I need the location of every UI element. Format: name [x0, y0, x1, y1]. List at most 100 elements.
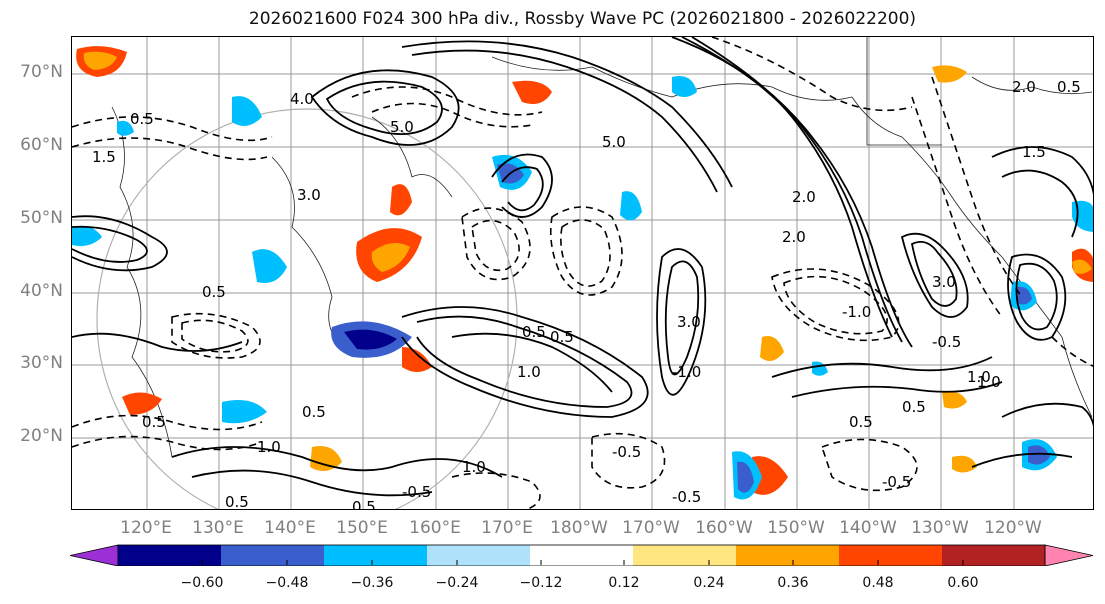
- contour-label: 1.0: [977, 373, 1001, 391]
- contour-label: -0.5: [402, 483, 431, 501]
- lon-label-140w: 140°W: [839, 518, 897, 538]
- shade-pos-7: [932, 65, 967, 83]
- contour-label: 5.0: [390, 118, 414, 136]
- contour-label: 1.0: [967, 368, 991, 386]
- contour-label: 0.5: [142, 413, 166, 431]
- contour-label: 0.5: [352, 498, 376, 510]
- lat-label-70n: 70°N: [20, 62, 63, 82]
- lon-label-170e: 170°E: [481, 518, 533, 538]
- lon-label-170w: 170°W: [622, 518, 680, 538]
- contour-label: 2.0: [1012, 78, 1036, 96]
- contour-label: 3.0: [677, 313, 701, 331]
- chart-title: 2026021600 F024 300 hPa div., Rossby Wav…: [248, 9, 917, 29]
- contour-label: 2.0: [782, 228, 806, 246]
- shade-neg-13: [1028, 445, 1050, 465]
- lon-label-150e: 150°E: [336, 518, 388, 538]
- contour-label: 0.5: [302, 403, 326, 421]
- colorbar-segment: [427, 545, 531, 566]
- shade-pos-6: [512, 80, 552, 105]
- colorbar-segments: [70, 544, 1094, 566]
- lat-label-60n: 60°N: [20, 135, 63, 155]
- contour-label: 0.5: [902, 398, 926, 416]
- shade-pos-15: [942, 391, 967, 409]
- contour-label: -1.0: [842, 303, 871, 321]
- colorbar-label: −0.12: [519, 575, 563, 591]
- lon-label-140e: 140°E: [264, 518, 316, 538]
- shade-neg-18: [812, 361, 828, 376]
- contour-label: 3.0: [932, 273, 956, 291]
- shade-neg-7: [672, 76, 697, 97]
- colorbar-segment: [942, 545, 1046, 566]
- contour-labels: 4.0 5.0 5.0 3.0 2.0 2.0 1.5 0.5 0.5 0.5 …: [92, 78, 1081, 510]
- colorbar-label: 0.12: [608, 575, 640, 591]
- colorbar-segment: [839, 545, 943, 566]
- lon-label-160e: 160°E: [409, 518, 461, 538]
- shade-pos-11: [402, 347, 432, 372]
- shade-pos-8: [760, 336, 784, 361]
- shade-pos-16: [952, 455, 977, 473]
- colorbar-frame: [117, 544, 1046, 566]
- contour-label: 0.5: [202, 283, 226, 301]
- contour-label: 1.0: [462, 458, 486, 476]
- lat-label-50n: 50°N: [20, 208, 63, 228]
- contour-label: -0.5: [612, 443, 641, 461]
- lon-label-120w: 120°W: [984, 518, 1042, 538]
- shade-pos-5: [390, 184, 412, 216]
- lat-label-20n: 20°N: [20, 426, 63, 446]
- colorbar-ticks: [201, 560, 964, 565]
- contour-label: 0.5: [849, 413, 873, 431]
- contour-label: 0.5: [130, 110, 154, 128]
- contour-label: 1.5: [92, 148, 116, 166]
- contour-label: -0.5: [672, 488, 701, 506]
- shade-pos-9: [122, 392, 162, 415]
- colorbar-label: −0.48: [265, 575, 309, 591]
- colorbar-label: −0.24: [435, 575, 479, 591]
- contour-label: -0.5: [882, 473, 911, 491]
- colorbar-label: −0.60: [180, 575, 224, 591]
- contour-label: 4.0: [290, 90, 314, 108]
- colorbar-extend-high: [1044, 544, 1094, 566]
- shade-pos-14: [1072, 259, 1092, 274]
- contour-label: 1.5: [1022, 143, 1046, 161]
- colorbar-label: 0.60: [947, 575, 979, 591]
- colorbar-extend-low: [70, 544, 119, 566]
- contour-label: 0.5: [225, 493, 249, 510]
- lon-label-130e: 130°E: [192, 518, 244, 538]
- shade-neg-11: [1016, 286, 1032, 305]
- shade-neg-14: [72, 225, 102, 246]
- contour-label: 0.5: [1057, 78, 1081, 96]
- shade-pos-10: [310, 446, 342, 471]
- colorbar-label: −0.36: [350, 575, 394, 591]
- contour-label: 5.0: [602, 133, 626, 151]
- contour-label: 3.0: [297, 186, 321, 204]
- map-panel: 4.0 5.0 5.0 3.0 2.0 2.0 1.5 0.5 0.5 0.5 …: [71, 36, 1094, 510]
- lon-label-120e: 120°E: [120, 518, 172, 538]
- colorbar-segment: [324, 545, 428, 566]
- region-circle: [96, 108, 518, 509]
- lon-label-150w: 150°W: [767, 518, 825, 538]
- shade-pos-12: [752, 456, 788, 495]
- contour-label: 1.0: [257, 438, 281, 456]
- colorbar-segment: [221, 545, 325, 566]
- colorbar-label: 0.24: [693, 575, 725, 591]
- shade-neg-2: [344, 329, 397, 350]
- colorbar-label: 0.36: [777, 575, 809, 591]
- lon-label-180w: 180°W: [550, 518, 608, 538]
- contour-label: -0.5: [932, 333, 961, 351]
- colorbar-segment: [736, 545, 840, 566]
- shade-neg-19: [117, 120, 134, 136]
- dashed-contours: [72, 37, 1093, 509]
- contour-label: -1.0: [672, 363, 701, 381]
- shade-neg-16: [232, 96, 262, 126]
- shade-neg-6: [620, 191, 642, 221]
- contour-label: 0.5: [522, 323, 546, 341]
- shade-pos-2: [83, 51, 117, 70]
- shade-pos-4: [371, 243, 410, 272]
- contour-label: 1.0: [517, 363, 541, 381]
- contour-label: 0.5: [550, 328, 574, 346]
- shade-neg-15: [222, 399, 267, 424]
- map-canvas: 4.0 5.0 5.0 3.0 2.0 2.0 1.5 0.5 0.5 0.5 …: [72, 37, 1093, 510]
- lon-label-130w: 130°W: [911, 518, 969, 538]
- colorbar-segment: [118, 545, 222, 566]
- colorbar-segment: [633, 545, 737, 566]
